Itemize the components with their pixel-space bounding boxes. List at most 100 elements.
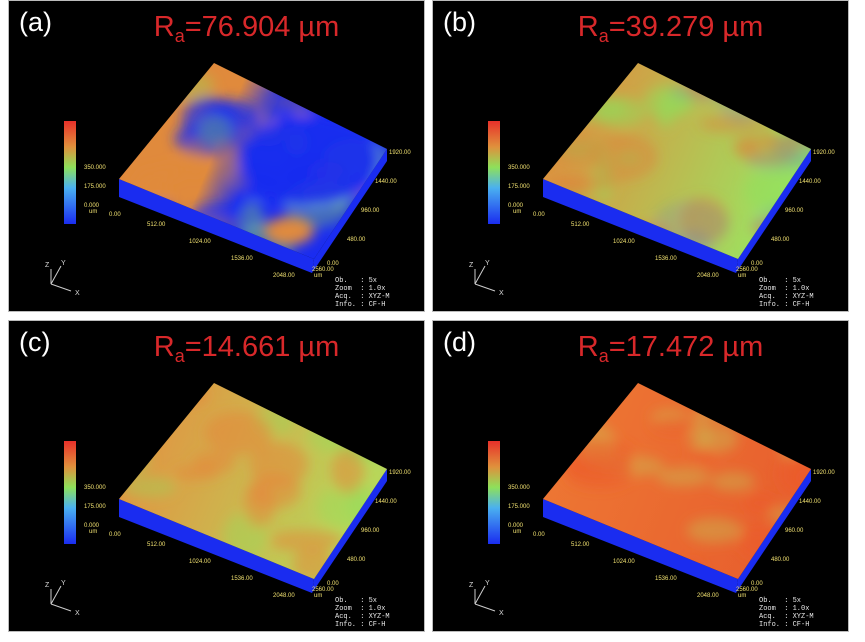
title-symbol: R xyxy=(577,11,599,43)
x-tick: 512.00 xyxy=(571,542,590,548)
colorbar xyxy=(488,441,500,544)
axis-triad-icon xyxy=(474,585,496,612)
colorbar-tick: 350.000 xyxy=(84,485,106,491)
y-tick: 1440.00 xyxy=(799,179,821,185)
colorbar-tick: 350.000 xyxy=(508,485,530,491)
x-tick: 0.00 xyxy=(109,212,121,218)
x-tick: 2048.00 xyxy=(697,273,719,279)
x-tick: 512.00 xyxy=(147,542,166,548)
y-origin: 0.00 xyxy=(327,581,339,587)
axis-label: Y xyxy=(485,260,490,267)
colorbar-tick: 175.000 xyxy=(84,504,106,510)
axis-triad-icon xyxy=(474,265,496,292)
y-origin: 0.00 xyxy=(751,261,763,267)
y-tick: 960.00 xyxy=(361,208,380,214)
x-tick: 1024.00 xyxy=(189,239,211,245)
axis-unit: um xyxy=(314,273,322,279)
axis-label: Z xyxy=(469,582,474,589)
title-value: =76.904 µm xyxy=(184,11,340,43)
axis-triad-icon xyxy=(50,265,72,292)
x-tick: 1536.00 xyxy=(655,256,677,262)
axis-label: Z xyxy=(469,262,474,269)
axis-triad-icon xyxy=(50,585,72,612)
roughness-title: Ra=39.279 µm xyxy=(433,11,848,47)
x-tick: 0.00 xyxy=(109,532,121,538)
x-tick: 2560.00 xyxy=(312,267,334,273)
axis-label: Z xyxy=(45,582,50,589)
title-subscript: a xyxy=(598,346,609,366)
x-tick: 1536.00 xyxy=(231,576,253,582)
axis-unit: um xyxy=(738,273,746,279)
x-tick: 1024.00 xyxy=(613,239,635,245)
axis-label: X xyxy=(75,610,80,617)
title-symbol: R xyxy=(153,11,175,43)
x-tick: 1024.00 xyxy=(613,559,635,565)
y-tick: 1440.00 xyxy=(799,499,821,505)
panel-d: 350.000 175.000 0.000 um 0.00 512.00 1024.00 15… xyxy=(432,320,849,632)
panel-a: 350.000 175.000 0.000 um 0.00 512.00 1024.00 15… xyxy=(8,0,425,312)
y-tick: 1920.00 xyxy=(813,150,835,156)
y-tick: 960.00 xyxy=(361,528,380,534)
surface-front-face xyxy=(119,499,314,593)
y-origin: 0.00 xyxy=(327,261,339,267)
y-tick: 1920.00 xyxy=(813,470,835,476)
panel-label: (b) xyxy=(443,7,476,37)
surface-front-face xyxy=(543,499,738,593)
title-subscript: a xyxy=(598,26,609,46)
axis-unit: um xyxy=(738,593,746,599)
roughness-title: Ra=76.904 µm xyxy=(9,11,424,47)
title-subscript: a xyxy=(174,26,185,46)
colorbar xyxy=(488,121,500,224)
colorbar-unit: um xyxy=(513,209,521,215)
colorbar-tick: 0.000 xyxy=(84,203,100,209)
title-symbol: R xyxy=(577,331,599,363)
y-tick: 960.00 xyxy=(785,208,804,214)
axis-unit: um xyxy=(314,593,322,599)
y-tick: 480.00 xyxy=(771,557,790,563)
colorbar-unit: um xyxy=(89,209,97,215)
y-tick: 1920.00 xyxy=(389,150,411,156)
colorbar-unit: um xyxy=(89,529,97,535)
x-tick: 0.00 xyxy=(533,532,545,538)
colorbar-tick: 175.000 xyxy=(508,504,530,510)
title-symbol: R xyxy=(153,331,175,363)
surface-front-face xyxy=(119,179,314,273)
panel-label: (c) xyxy=(19,327,51,357)
surface-side-face xyxy=(312,469,387,593)
axis-label: X xyxy=(499,610,504,617)
x-tick: 512.00 xyxy=(571,222,590,228)
surface-side-face xyxy=(736,149,811,273)
x-tick: 2560.00 xyxy=(736,587,758,593)
colorbar-tick: 175.000 xyxy=(84,184,106,190)
axis-label: X xyxy=(499,290,504,297)
x-tick: 512.00 xyxy=(147,222,166,228)
surface-front-face xyxy=(543,179,738,273)
x-tick: 0.00 xyxy=(533,212,545,218)
x-tick: 2560.00 xyxy=(736,267,758,273)
x-tick: 2560.00 xyxy=(312,587,334,593)
x-tick: 1536.00 xyxy=(655,576,677,582)
acquisition-info: Ob. : 5x Zoom : 1.0x Acq. : XYZ-M Info. … xyxy=(335,597,390,629)
x-tick: 1536.00 xyxy=(231,256,253,262)
panel-b: 350.000 175.000 0.000 um 0.00 512.00 1024.00 15… xyxy=(432,0,849,312)
surface-side-face xyxy=(312,149,387,273)
colorbar-unit: um xyxy=(513,529,521,535)
axis-label: Y xyxy=(485,580,490,587)
colorbar-tick: 0.000 xyxy=(508,523,524,529)
panel-label: (a) xyxy=(19,7,52,37)
acquisition-info: Ob. : 5x Zoom : 1.0x Acq. : XYZ-M Info. … xyxy=(759,597,814,629)
colorbar-tick: 0.000 xyxy=(508,203,524,209)
roughness-title: Ra=17.472 µm xyxy=(433,331,848,367)
colorbar xyxy=(64,441,76,544)
colorbar-tick: 0.000 xyxy=(84,523,100,529)
y-tick: 1920.00 xyxy=(389,470,411,476)
acquisition-info: Ob. : 5x Zoom : 1.0x Acq. : XYZ-M Info. … xyxy=(759,277,814,309)
colorbar-tick: 175.000 xyxy=(508,184,530,190)
panel-label: (d) xyxy=(443,327,476,357)
panel-c: 350.000 175.000 0.000 um 0.00 512.00 1024.00 15… xyxy=(8,320,425,632)
x-tick: 2048.00 xyxy=(273,593,295,599)
x-tick: 1024.00 xyxy=(189,559,211,565)
y-tick: 1440.00 xyxy=(375,179,397,185)
